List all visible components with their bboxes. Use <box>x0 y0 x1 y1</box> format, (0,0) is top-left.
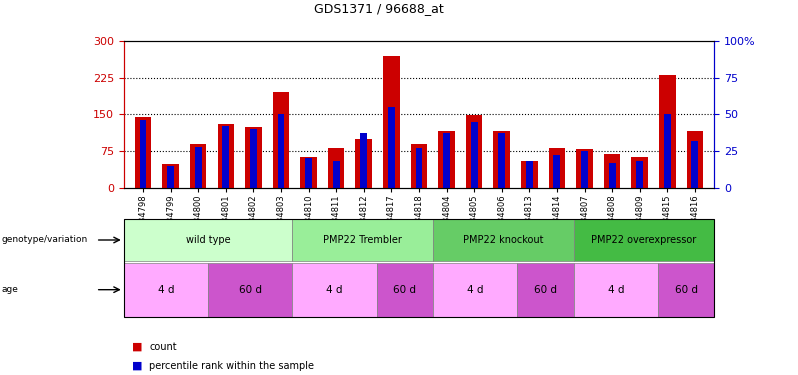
Text: 60 d: 60 d <box>674 285 697 295</box>
Text: GDS1371 / 96688_at: GDS1371 / 96688_at <box>314 2 444 15</box>
Bar <box>604 154 620 188</box>
Bar <box>245 127 262 188</box>
Bar <box>471 122 477 188</box>
Bar <box>388 107 395 188</box>
Text: PMP22 Trembler: PMP22 Trembler <box>323 235 402 245</box>
Bar <box>554 155 560 188</box>
Bar <box>411 144 427 188</box>
Text: ■: ■ <box>132 361 142 370</box>
Bar <box>328 147 345 188</box>
Bar <box>691 141 698 188</box>
Bar <box>466 116 483 188</box>
Bar <box>443 134 450 188</box>
Bar <box>223 126 229 188</box>
Text: 60 d: 60 d <box>239 285 262 295</box>
Bar <box>498 134 505 188</box>
Bar <box>383 56 400 188</box>
Bar <box>549 147 565 188</box>
Bar <box>686 132 703 188</box>
Bar <box>162 164 179 188</box>
Text: 4 d: 4 d <box>158 285 174 295</box>
Text: genotype/variation: genotype/variation <box>2 236 88 244</box>
Text: ■: ■ <box>132 342 142 352</box>
Text: age: age <box>2 285 18 294</box>
Text: 60 d: 60 d <box>534 285 557 295</box>
Bar <box>664 114 671 188</box>
Bar <box>355 139 372 188</box>
Text: 60 d: 60 d <box>393 285 417 295</box>
Bar <box>278 114 284 188</box>
Bar <box>416 148 422 188</box>
Bar <box>167 166 174 188</box>
Bar <box>300 157 317 188</box>
Bar <box>526 161 533 188</box>
Bar <box>218 124 234 188</box>
Bar <box>305 158 312 188</box>
Bar <box>493 132 510 188</box>
Bar <box>631 157 648 188</box>
Bar <box>609 163 615 188</box>
Bar <box>576 150 593 188</box>
Bar <box>135 117 152 188</box>
Bar <box>250 129 257 188</box>
Bar <box>195 147 202 188</box>
Bar <box>581 151 588 188</box>
Bar <box>140 120 147 188</box>
Text: 4 d: 4 d <box>607 285 624 295</box>
Text: count: count <box>149 342 177 352</box>
Text: 4 d: 4 d <box>326 285 343 295</box>
Bar <box>190 144 207 188</box>
Text: PMP22 knockout: PMP22 knockout <box>463 235 543 245</box>
Bar <box>521 160 538 188</box>
Text: PMP22 overexpressor: PMP22 overexpressor <box>591 235 697 245</box>
Text: 4 d: 4 d <box>467 285 484 295</box>
Bar <box>273 93 289 188</box>
Bar <box>438 132 455 188</box>
Bar <box>659 75 676 188</box>
Text: percentile rank within the sample: percentile rank within the sample <box>149 361 314 370</box>
Bar <box>636 161 643 188</box>
Bar <box>361 134 367 188</box>
Bar <box>333 161 340 188</box>
Text: wild type: wild type <box>186 235 231 245</box>
